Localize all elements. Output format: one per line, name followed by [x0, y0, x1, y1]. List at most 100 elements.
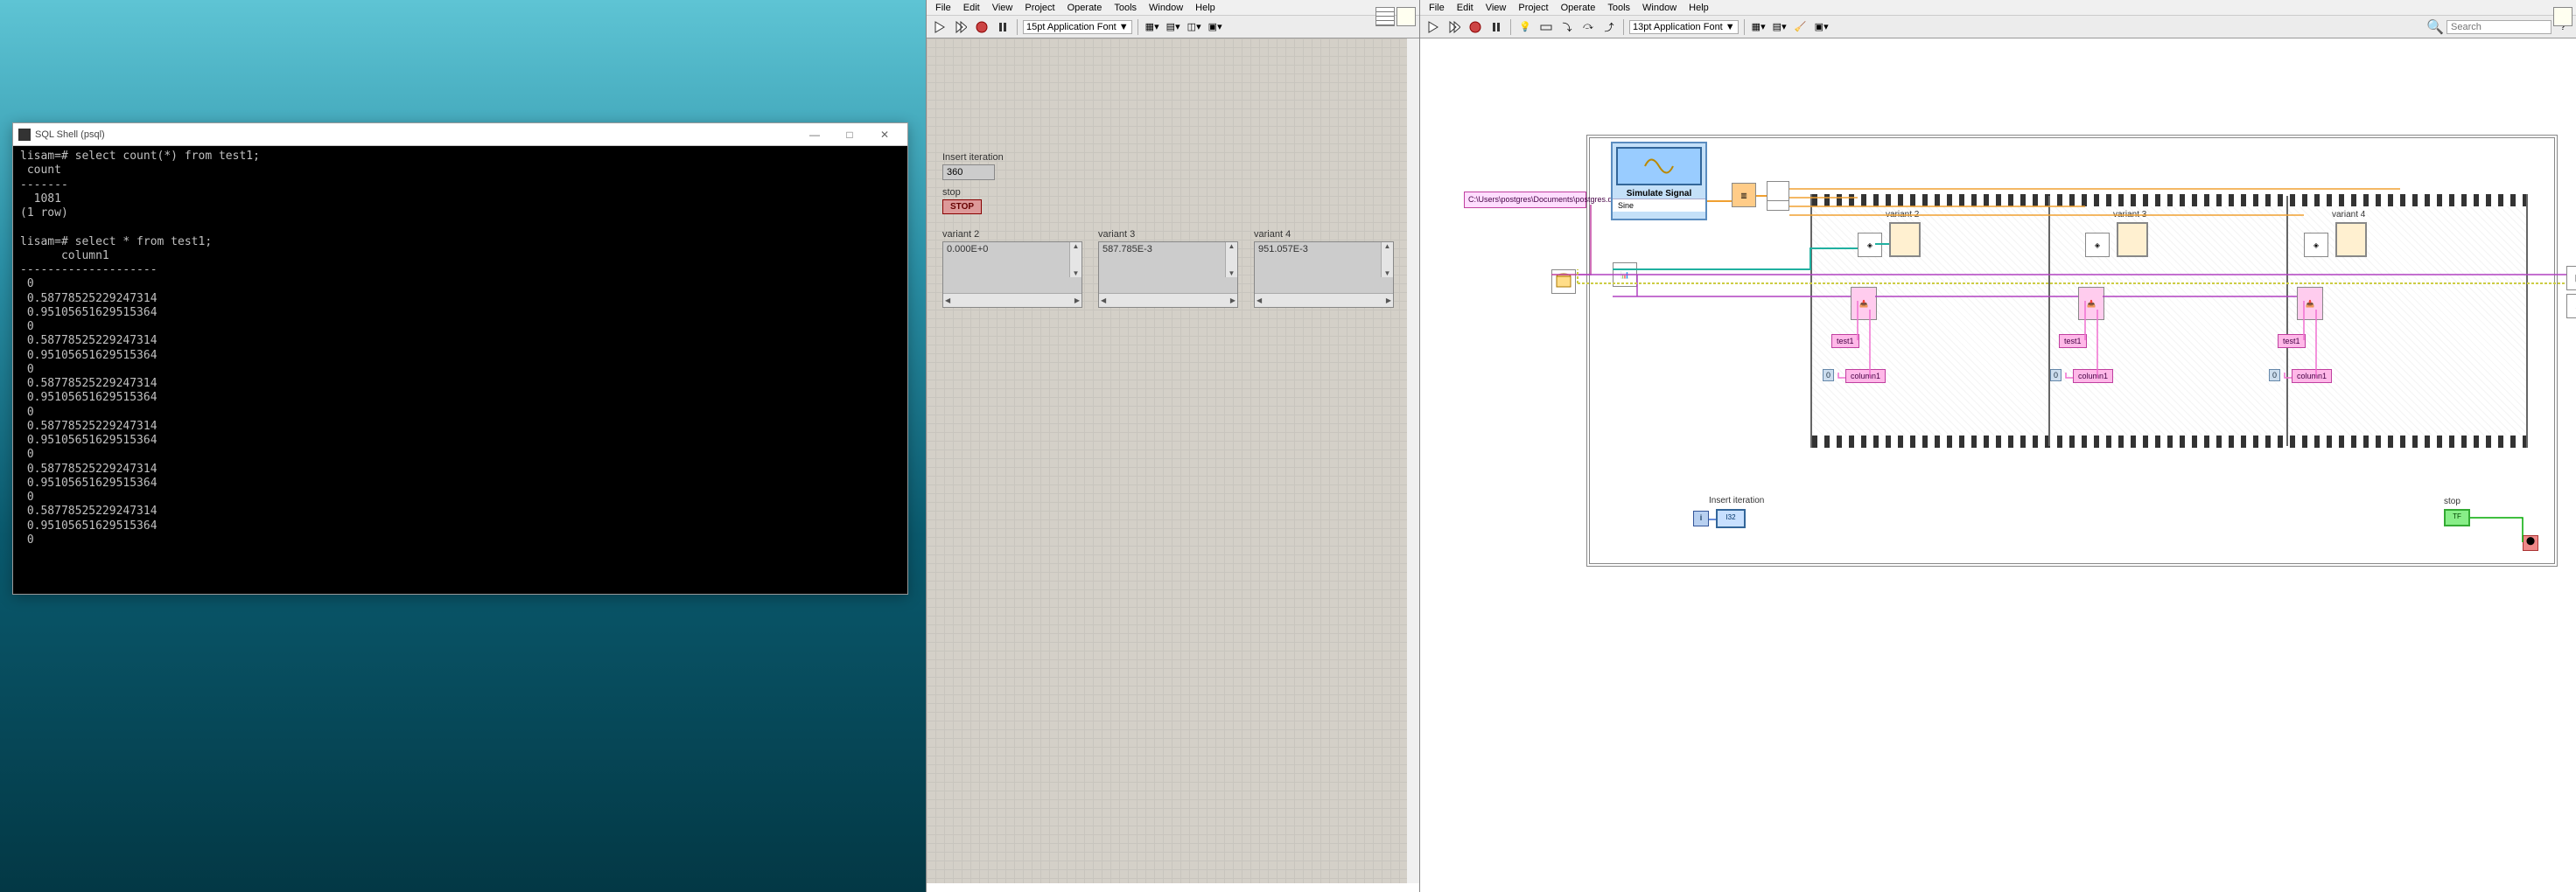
icon-connector[interactable] — [1376, 7, 1395, 26]
index-array-vi[interactable] — [1767, 181, 1789, 211]
to-variant-vi-1[interactable]: ◈ — [1858, 233, 1882, 257]
db-insert-vi-3[interactable]: 📥 — [2297, 287, 2323, 320]
align-button[interactable]: ▦▾ — [1750, 18, 1768, 36]
insert-iteration-indicator[interactable]: I32 — [1716, 509, 1746, 528]
abort-button[interactable] — [973, 18, 990, 36]
simulate-signal-vi[interactable]: Simulate Signal Sine — [1611, 142, 1707, 220]
run-button[interactable] — [931, 18, 948, 36]
sql-titlebar[interactable]: SQL Shell (psql) — □ ✕ — [13, 123, 907, 146]
menu-file[interactable]: File — [1424, 1, 1450, 15]
menu-window[interactable]: Window — [1637, 1, 1682, 15]
block-diagram-canvas[interactable]: C:\Users\postgres\Documents\postgres.dsn… — [1420, 38, 2576, 883]
variant3-listbox[interactable]: 587.785E-3▲▼ ◀▶ — [1098, 241, 1238, 308]
variant4-listbox[interactable]: 951.057E-3▲▼ ◀▶ — [1254, 241, 1394, 308]
menu-view[interactable]: View — [1480, 1, 1512, 15]
array-index-2[interactable]: 0 — [2050, 369, 2062, 381]
run-loop-icon — [955, 21, 967, 33]
menu-help[interactable]: Help — [1684, 1, 1714, 15]
run-continuous-button[interactable] — [1446, 18, 1463, 36]
search-icon: 🔍 — [2426, 18, 2444, 36]
step-into-button[interactable]: ⤵ — [1558, 18, 1576, 36]
step-over-button[interactable]: ⤼ — [1579, 18, 1597, 36]
stop-terminal-label: stop — [2444, 497, 2460, 506]
front-panel-toolbar: 15pt Application Font▼ ▦▾ ▤▾ ◫▾ ▣▾ — [927, 16, 1419, 38]
front-panel-menubar: File Edit View Project Operate Tools Win… — [927, 0, 1419, 16]
db-open-vi[interactable] — [1551, 269, 1576, 294]
distribute-button[interactable]: ▤▾ — [1165, 18, 1182, 36]
step-out-button[interactable]: ⤴ — [1600, 18, 1618, 36]
table-const-3[interactable]: test1 — [2278, 334, 2306, 348]
menu-window[interactable]: Window — [1144, 1, 1188, 15]
close-button[interactable]: ✕ — [867, 124, 902, 145]
font-selector[interactable]: 13pt Application Font▼ — [1629, 20, 1739, 34]
window-title: SQL Shell (psql) — [35, 129, 797, 140]
table-const-2[interactable]: test1 — [2059, 334, 2087, 348]
column-const-1[interactable]: column1 — [1845, 369, 1886, 383]
cleanup-button[interactable]: 🧹 — [1792, 18, 1810, 36]
db-icon — [1554, 272, 1573, 291]
menu-project[interactable]: Project — [1019, 1, 1060, 15]
font-selector[interactable]: 15pt Application Font▼ — [1023, 20, 1132, 34]
convert-dynamic-vi[interactable]: ▥ — [1732, 183, 1756, 207]
run-button[interactable] — [1424, 18, 1442, 36]
run-continuous-button[interactable] — [952, 18, 970, 36]
iteration-terminal[interactable]: i — [1693, 511, 1709, 526]
resize-button[interactable]: ◫▾ — [1186, 18, 1203, 36]
db-close-vi[interactable]: 📕 — [2566, 266, 2576, 290]
minimize-button[interactable]: — — [797, 124, 832, 145]
variant4-value: 951.057E-3 — [1258, 244, 1308, 254]
menu-operate[interactable]: Operate — [1062, 1, 1108, 15]
labview-front-panel: File Edit View Project Operate Tools Win… — [926, 0, 1419, 892]
stop-button[interactable]: STOP — [942, 199, 982, 214]
indicator-variant2[interactable] — [1889, 222, 1921, 257]
indicator-variant4[interactable] — [2335, 222, 2367, 257]
align-button[interactable]: ▦▾ — [1144, 18, 1161, 36]
simulate-signal-output: Sine — [1613, 199, 1705, 212]
menu-edit[interactable]: Edit — [1452, 1, 1479, 15]
db-variant-vi-0[interactable]: 📊 — [1613, 262, 1637, 287]
reorder-button[interactable]: ▣▾ — [1813, 18, 1830, 36]
db-insert-vi-2[interactable]: 📥 — [2078, 287, 2104, 320]
search-input[interactable] — [2446, 20, 2552, 34]
highlight-exec-button[interactable]: 💡 — [1516, 18, 1534, 36]
menu-operate[interactable]: Operate — [1556, 1, 1601, 15]
variant2-listbox[interactable]: 0.000E+0▲▼ ◀▶ — [942, 241, 1082, 308]
maximize-button[interactable]: □ — [832, 124, 867, 145]
insert-iteration-value[interactable]: 360 — [942, 164, 995, 180]
to-variant-vi-2[interactable]: ◈ — [2085, 233, 2110, 257]
menu-help[interactable]: Help — [1190, 1, 1221, 15]
probe-icon — [1540, 21, 1552, 33]
column-const-3[interactable]: column1 — [2292, 369, 2332, 383]
menu-edit[interactable]: Edit — [958, 1, 985, 15]
menu-file[interactable]: File — [930, 1, 956, 15]
vi-icon[interactable] — [2553, 7, 2572, 26]
menu-tools[interactable]: Tools — [1602, 1, 1635, 15]
front-panel-canvas[interactable]: Insert iteration 360 stop STOP variant 2… — [927, 38, 1419, 883]
error-handler-vi[interactable]: ⚠ — [2566, 294, 2576, 318]
db-insert-vi-1[interactable]: 📥 — [1851, 287, 1877, 320]
terminal-output[interactable]: lisam=# select count(*) from test1; coun… — [13, 146, 907, 594]
table-const-1[interactable]: test1 — [1831, 334, 1859, 348]
variant3-label: variant 3 — [1098, 229, 1135, 240]
stop-control[interactable]: TF — [2444, 509, 2470, 526]
menu-project[interactable]: Project — [1513, 1, 1553, 15]
menu-tools[interactable]: Tools — [1109, 1, 1142, 15]
to-variant-vi-3[interactable]: ◈ — [2304, 233, 2328, 257]
abort-button[interactable] — [1466, 18, 1484, 36]
retain-wires-button[interactable] — [1537, 18, 1555, 36]
array-index-1[interactable]: 0 — [1823, 369, 1834, 381]
distribute-button[interactable]: ▤▾ — [1771, 18, 1788, 36]
run-arrow-icon — [934, 21, 946, 33]
indicator-variant3[interactable] — [2117, 222, 2148, 257]
connection-string-constant[interactable]: C:\Users\postgres\Documents\postgres.dsn — [1464, 192, 1586, 208]
column-const-2[interactable]: column1 — [2073, 369, 2113, 383]
array-index-3[interactable]: 0 — [2269, 369, 2280, 381]
loop-condition-terminal[interactable]: ⬤ — [2523, 535, 2538, 551]
pause-button[interactable] — [1488, 18, 1505, 36]
variant3-value: 587.785E-3 — [1102, 244, 1152, 254]
menu-view[interactable]: View — [987, 1, 1018, 15]
pause-button[interactable] — [994, 18, 1012, 36]
vi-icon[interactable] — [1396, 7, 1416, 26]
variant4-terminal-label: variant 4 — [2332, 210, 2365, 220]
reorder-button[interactable]: ▣▾ — [1207, 18, 1224, 36]
